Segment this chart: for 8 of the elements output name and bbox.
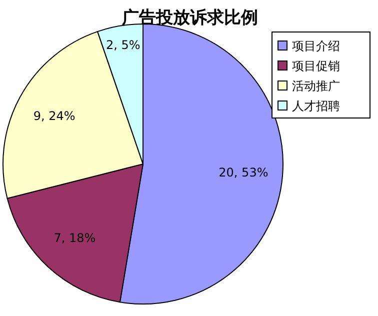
data-label: 7, 18% — [54, 231, 96, 246]
data-label: 2, 5% — [106, 38, 140, 52]
data-label: 20, 53% — [218, 165, 268, 180]
data-label: 9, 24% — [33, 109, 76, 124]
legend-label: 项目介绍 — [292, 39, 340, 53]
legend-label: 活动推广 — [292, 79, 340, 93]
legend-label: 项目促销 — [292, 59, 340, 73]
legend-label: 人才招聘 — [292, 99, 340, 113]
